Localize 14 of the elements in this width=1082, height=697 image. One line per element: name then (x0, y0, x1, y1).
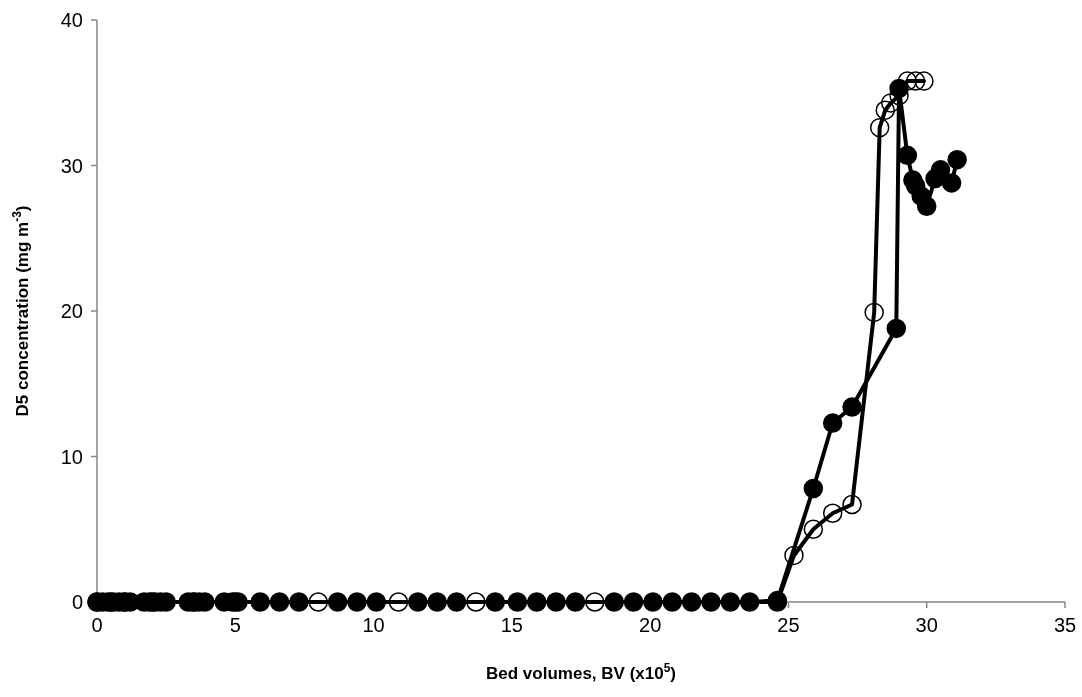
x-tick-label: 35 (1053, 614, 1077, 636)
x-tick-label: 20 (639, 614, 662, 636)
y-tick-label: 10 (60, 445, 83, 468)
x-tick-label: 10 (362, 614, 385, 636)
y-tick-label: 30 (60, 154, 83, 177)
y-tick-label: 40 (60, 9, 83, 31)
x-axis-title: Bed volumes, BV (x10$^{5}$) (486, 661, 676, 683)
y-tick-label: 20 (60, 300, 83, 322)
x-tick-label: 5 (229, 614, 241, 636)
x-tick-label: 15 (500, 614, 523, 636)
x-tick-label: 30 (915, 614, 938, 636)
x-tick-label: 0 (91, 614, 103, 636)
y-tick-label: 0 (71, 591, 83, 613)
x-tick-label: 25 (777, 614, 800, 636)
